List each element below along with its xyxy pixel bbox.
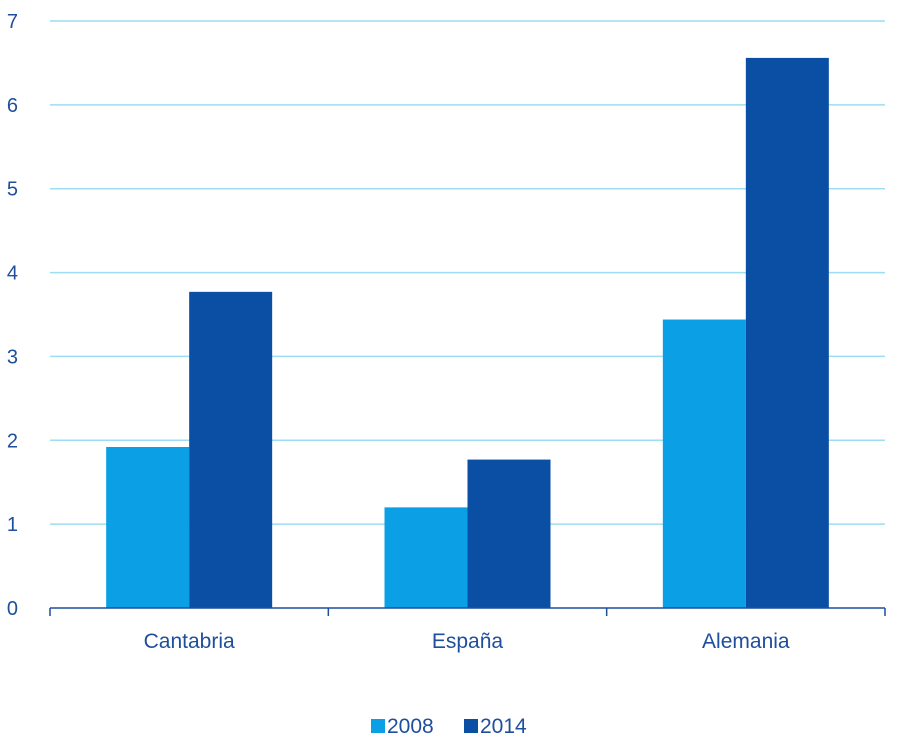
x-category-label: España	[432, 630, 504, 653]
y-tick-label: 0	[7, 598, 18, 620]
x-axis	[50, 608, 885, 616]
y-tick-label: 5	[7, 179, 18, 201]
bar-2014-españa	[468, 460, 551, 608]
bar-2008-cantabria	[106, 447, 189, 608]
y-tick-label: 4	[7, 263, 18, 285]
legend-label-2014: 2014	[480, 715, 527, 738]
legend-label-2008: 2008	[387, 715, 434, 738]
bar-2014-alemania	[746, 58, 829, 608]
y-axis-ticks: 0 1 2 3 4 5 6 7	[7, 11, 18, 620]
legend-swatch-2014	[464, 719, 478, 733]
x-category-label: Alemania	[702, 630, 790, 653]
bars	[106, 58, 829, 608]
x-axis-labels: Cantabria España Alemania	[144, 630, 790, 653]
legend: 2008 2014	[371, 715, 527, 738]
x-category-label: Cantabria	[144, 630, 235, 653]
bar-2014-cantabria	[189, 292, 272, 608]
bar-2008-españa	[385, 507, 468, 608]
y-tick-label: 7	[7, 11, 18, 33]
y-tick-label: 2	[7, 430, 18, 452]
legend-swatch-2008	[371, 719, 385, 733]
y-tick-label: 6	[7, 95, 18, 117]
y-tick-label: 1	[7, 514, 18, 536]
y-tick-label: 3	[7, 346, 18, 368]
bar-2008-alemania	[663, 320, 746, 608]
